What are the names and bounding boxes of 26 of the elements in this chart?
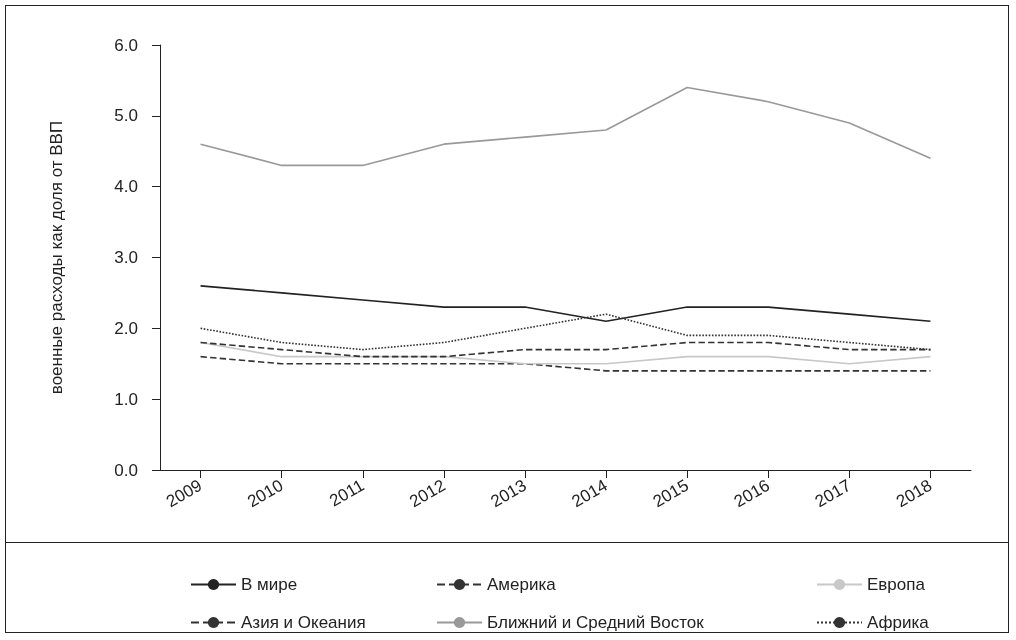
x-tick-label: 2009	[163, 475, 206, 512]
legend-label: Африка	[867, 613, 930, 632]
y-tick-label: 4.0	[114, 177, 138, 197]
y-tick-label: 0.0	[114, 460, 138, 480]
y-axis-title: военные расходы как доля от ВВП	[47, 120, 66, 395]
x-tick-label: 2015	[649, 475, 692, 512]
x-tick-label: 2013	[487, 475, 530, 512]
line-series	[199, 285, 932, 323]
x-tick-label: 2014	[568, 475, 611, 512]
legend-label: В мире	[241, 575, 298, 594]
x-tick-label: 2016	[730, 475, 773, 512]
x-tick-label: 2011	[326, 475, 368, 511]
x-tick-label: 2017	[811, 475, 855, 512]
legend-label: Европа	[867, 575, 926, 594]
line-series	[199, 86, 932, 167]
legend-label: Азия и Океания	[241, 613, 366, 632]
y-tick-label: 6.0	[114, 35, 138, 55]
y-tick-label: 3.0	[114, 248, 138, 267]
legend-label: Америка	[487, 575, 557, 594]
x-tick-label: 2012	[406, 475, 449, 512]
x-tick-label: 2018	[892, 475, 936, 512]
y-tick-label: 1.0	[114, 389, 138, 409]
legend-label: Ближний и Средний Восток	[487, 613, 705, 632]
y-tick-label: 2.0	[114, 318, 138, 338]
y-tick-label: 5.0	[114, 106, 138, 126]
x-tick-label: 2010	[244, 475, 287, 512]
